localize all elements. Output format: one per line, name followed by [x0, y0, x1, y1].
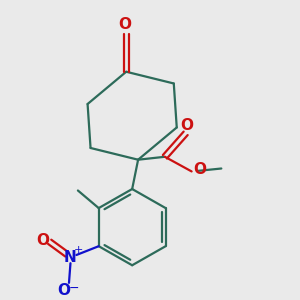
- Text: O: O: [194, 163, 206, 178]
- Text: +: +: [74, 245, 83, 255]
- Text: O: O: [57, 283, 70, 298]
- Text: O: O: [181, 118, 194, 134]
- Text: O: O: [37, 233, 50, 248]
- Text: N: N: [64, 250, 77, 266]
- Text: −: −: [69, 282, 80, 295]
- Text: O: O: [118, 17, 131, 32]
